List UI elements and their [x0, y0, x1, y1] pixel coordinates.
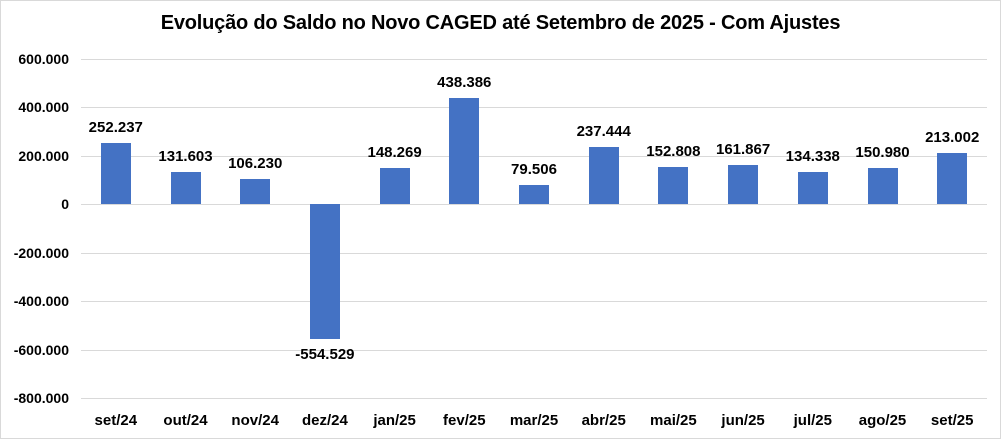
gridline	[81, 349, 987, 351]
gridline	[81, 301, 987, 303]
bar-value-label: 438.386	[437, 74, 492, 92]
gridline	[81, 204, 987, 206]
bar	[240, 178, 271, 205]
bar-value-label: -554.529	[295, 345, 355, 363]
bar	[867, 167, 898, 205]
x-axis-tick-label: mar/25	[509, 412, 559, 429]
y-axis-tick-label: -600.000	[13, 341, 69, 358]
x-axis-tick-label: mai/25	[650, 412, 697, 429]
x-axis-tick-label: out/24	[163, 412, 208, 429]
x-axis-tick-label: jan/25	[373, 412, 416, 429]
bar-value-label: 148.269	[367, 144, 422, 162]
bar	[309, 204, 340, 339]
y-axis-tick-label: 600.000	[18, 51, 69, 67]
x-axis-tick-label: set/25	[930, 412, 974, 429]
x-axis-tick-label: dez/24	[301, 412, 348, 429]
x-axis-tick-label: ago/25	[858, 412, 907, 429]
chart-title: Evolução do Saldo no Novo CAGED até Sete…	[160, 12, 841, 34]
y-axis-tick-label: 0	[61, 196, 69, 213]
bar	[100, 143, 131, 205]
bar-value-label: 134.338	[785, 147, 840, 165]
bar	[519, 185, 549, 205]
x-axis-tick-label: nov/24	[231, 412, 279, 429]
y-axis-tick-label: -200.000	[13, 244, 69, 261]
bar-value-label: 79.506	[511, 161, 557, 178]
gridline	[81, 107, 987, 109]
x-axis-tick-label: set/24	[94, 412, 138, 429]
bar-value-label: 213.002	[925, 128, 980, 146]
bar	[588, 146, 619, 205]
x-axis-tick-label: jun/25	[721, 412, 765, 429]
bar-value-label: 131.603	[158, 148, 213, 166]
gridline	[81, 252, 987, 254]
gridline	[81, 59, 987, 60]
bar-value-label: 106.230	[228, 154, 283, 172]
bar	[728, 165, 759, 205]
x-axis-tick-label: abr/25	[581, 412, 626, 429]
bar	[449, 98, 480, 205]
bar	[379, 168, 410, 205]
bar-value-label: 161.867	[715, 141, 771, 159]
bar	[797, 171, 828, 205]
bar-value-label: 252.237	[88, 119, 143, 137]
bar	[937, 152, 968, 205]
y-axis-tick-label: 400.000	[18, 99, 69, 116]
x-axis-tick-label: fev/25	[443, 412, 486, 429]
x-axis-tick-label: jul/25	[793, 412, 832, 429]
y-axis-tick-label: 200.000	[18, 147, 69, 164]
bar	[658, 167, 689, 205]
bar	[170, 172, 201, 205]
gridline	[81, 398, 987, 399]
y-axis-tick-label: -800.000	[13, 390, 69, 406]
bar-value-label: 237.444	[576, 122, 631, 140]
gridline	[81, 155, 987, 157]
bar-value-label: 152.808	[646, 143, 701, 161]
bar-value-label: 150.980	[855, 143, 910, 161]
y-axis-tick-label: -400.000	[13, 293, 69, 310]
